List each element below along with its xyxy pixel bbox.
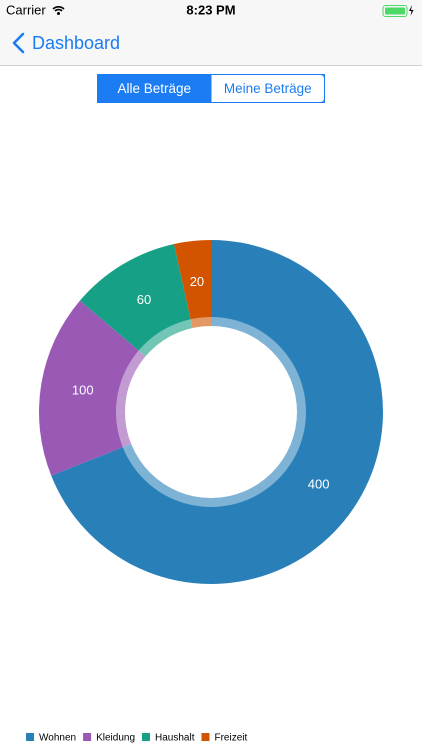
legend: Wohnen Kleidung Haushalt Freizeit bbox=[26, 733, 247, 744]
segment-label: Alle Beträge bbox=[117, 81, 191, 96]
legend-label: Freizeit bbox=[214, 733, 247, 744]
donut-chart: 400 100 60 20 bbox=[39, 240, 383, 584]
battery-fill bbox=[385, 7, 405, 15]
back-button[interactable]: Dashboard bbox=[12, 32, 120, 54]
legend-swatch bbox=[83, 733, 92, 741]
donut-hole bbox=[125, 326, 297, 498]
legend-label: Wohnen bbox=[39, 733, 76, 744]
data-label: 60 bbox=[137, 292, 151, 307]
segment-border bbox=[97, 74, 325, 103]
carrier: Carrier bbox=[6, 2, 46, 17]
legend-swatch bbox=[201, 733, 210, 741]
legend-label: Haushalt bbox=[155, 733, 195, 744]
legend-swatch bbox=[26, 733, 34, 741]
battery-outline bbox=[382, 5, 408, 17]
wifi-icon bbox=[52, 6, 65, 12]
header-bg bbox=[0, 0, 422, 65]
charging-icon bbox=[409, 5, 414, 16]
wifi-dot bbox=[57, 12, 60, 15]
back-chevron bbox=[12, 32, 25, 54]
clock: 8:23 PM bbox=[186, 2, 235, 17]
segment-button[interactable]: Alle Beträge bbox=[97, 74, 212, 103]
data-label: 400 bbox=[308, 476, 330, 491]
segment-button[interactable]: Meine Beträge bbox=[210, 74, 325, 103]
segmented-control: Alle Beträge Meine Beträge bbox=[97, 74, 325, 103]
data-label: 100 bbox=[72, 382, 94, 397]
legend-swatch bbox=[142, 733, 150, 741]
back-label: Dashboard bbox=[32, 33, 120, 53]
data-label: 20 bbox=[190, 274, 204, 289]
legend-label: Kleidung bbox=[96, 733, 135, 744]
slice bbox=[39, 300, 212, 476]
segment-label: Meine Beträge bbox=[224, 81, 312, 96]
